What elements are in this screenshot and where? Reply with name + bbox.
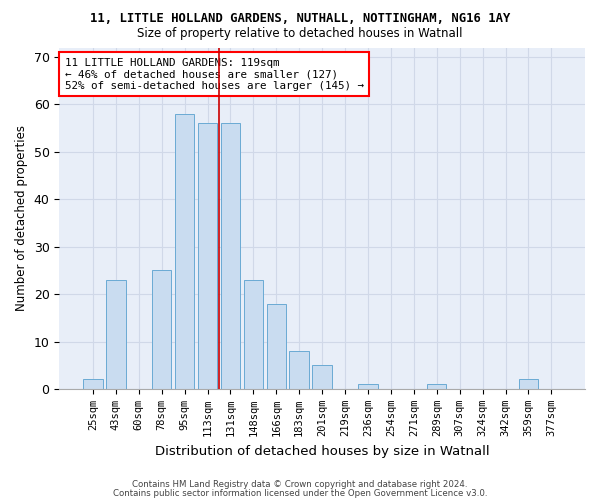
Text: Contains public sector information licensed under the Open Government Licence v3: Contains public sector information licen… — [113, 489, 487, 498]
Bar — [152, 270, 172, 389]
Bar — [518, 380, 538, 389]
Bar — [358, 384, 378, 389]
Text: Size of property relative to detached houses in Watnall: Size of property relative to detached ho… — [137, 28, 463, 40]
Bar — [198, 124, 217, 389]
Bar — [221, 124, 240, 389]
Text: 11 LITTLE HOLLAND GARDENS: 119sqm
← 46% of detached houses are smaller (127)
52%: 11 LITTLE HOLLAND GARDENS: 119sqm ← 46% … — [65, 58, 364, 91]
Text: 11, LITTLE HOLLAND GARDENS, NUTHALL, NOTTINGHAM, NG16 1AY: 11, LITTLE HOLLAND GARDENS, NUTHALL, NOT… — [90, 12, 510, 26]
Text: Contains HM Land Registry data © Crown copyright and database right 2024.: Contains HM Land Registry data © Crown c… — [132, 480, 468, 489]
Bar — [106, 280, 125, 389]
X-axis label: Distribution of detached houses by size in Watnall: Distribution of detached houses by size … — [155, 444, 490, 458]
Bar — [289, 351, 309, 389]
Bar — [266, 304, 286, 389]
Bar — [427, 384, 446, 389]
Bar — [244, 280, 263, 389]
Y-axis label: Number of detached properties: Number of detached properties — [15, 125, 28, 311]
Bar — [83, 380, 103, 389]
Bar — [313, 365, 332, 389]
Bar — [175, 114, 194, 389]
